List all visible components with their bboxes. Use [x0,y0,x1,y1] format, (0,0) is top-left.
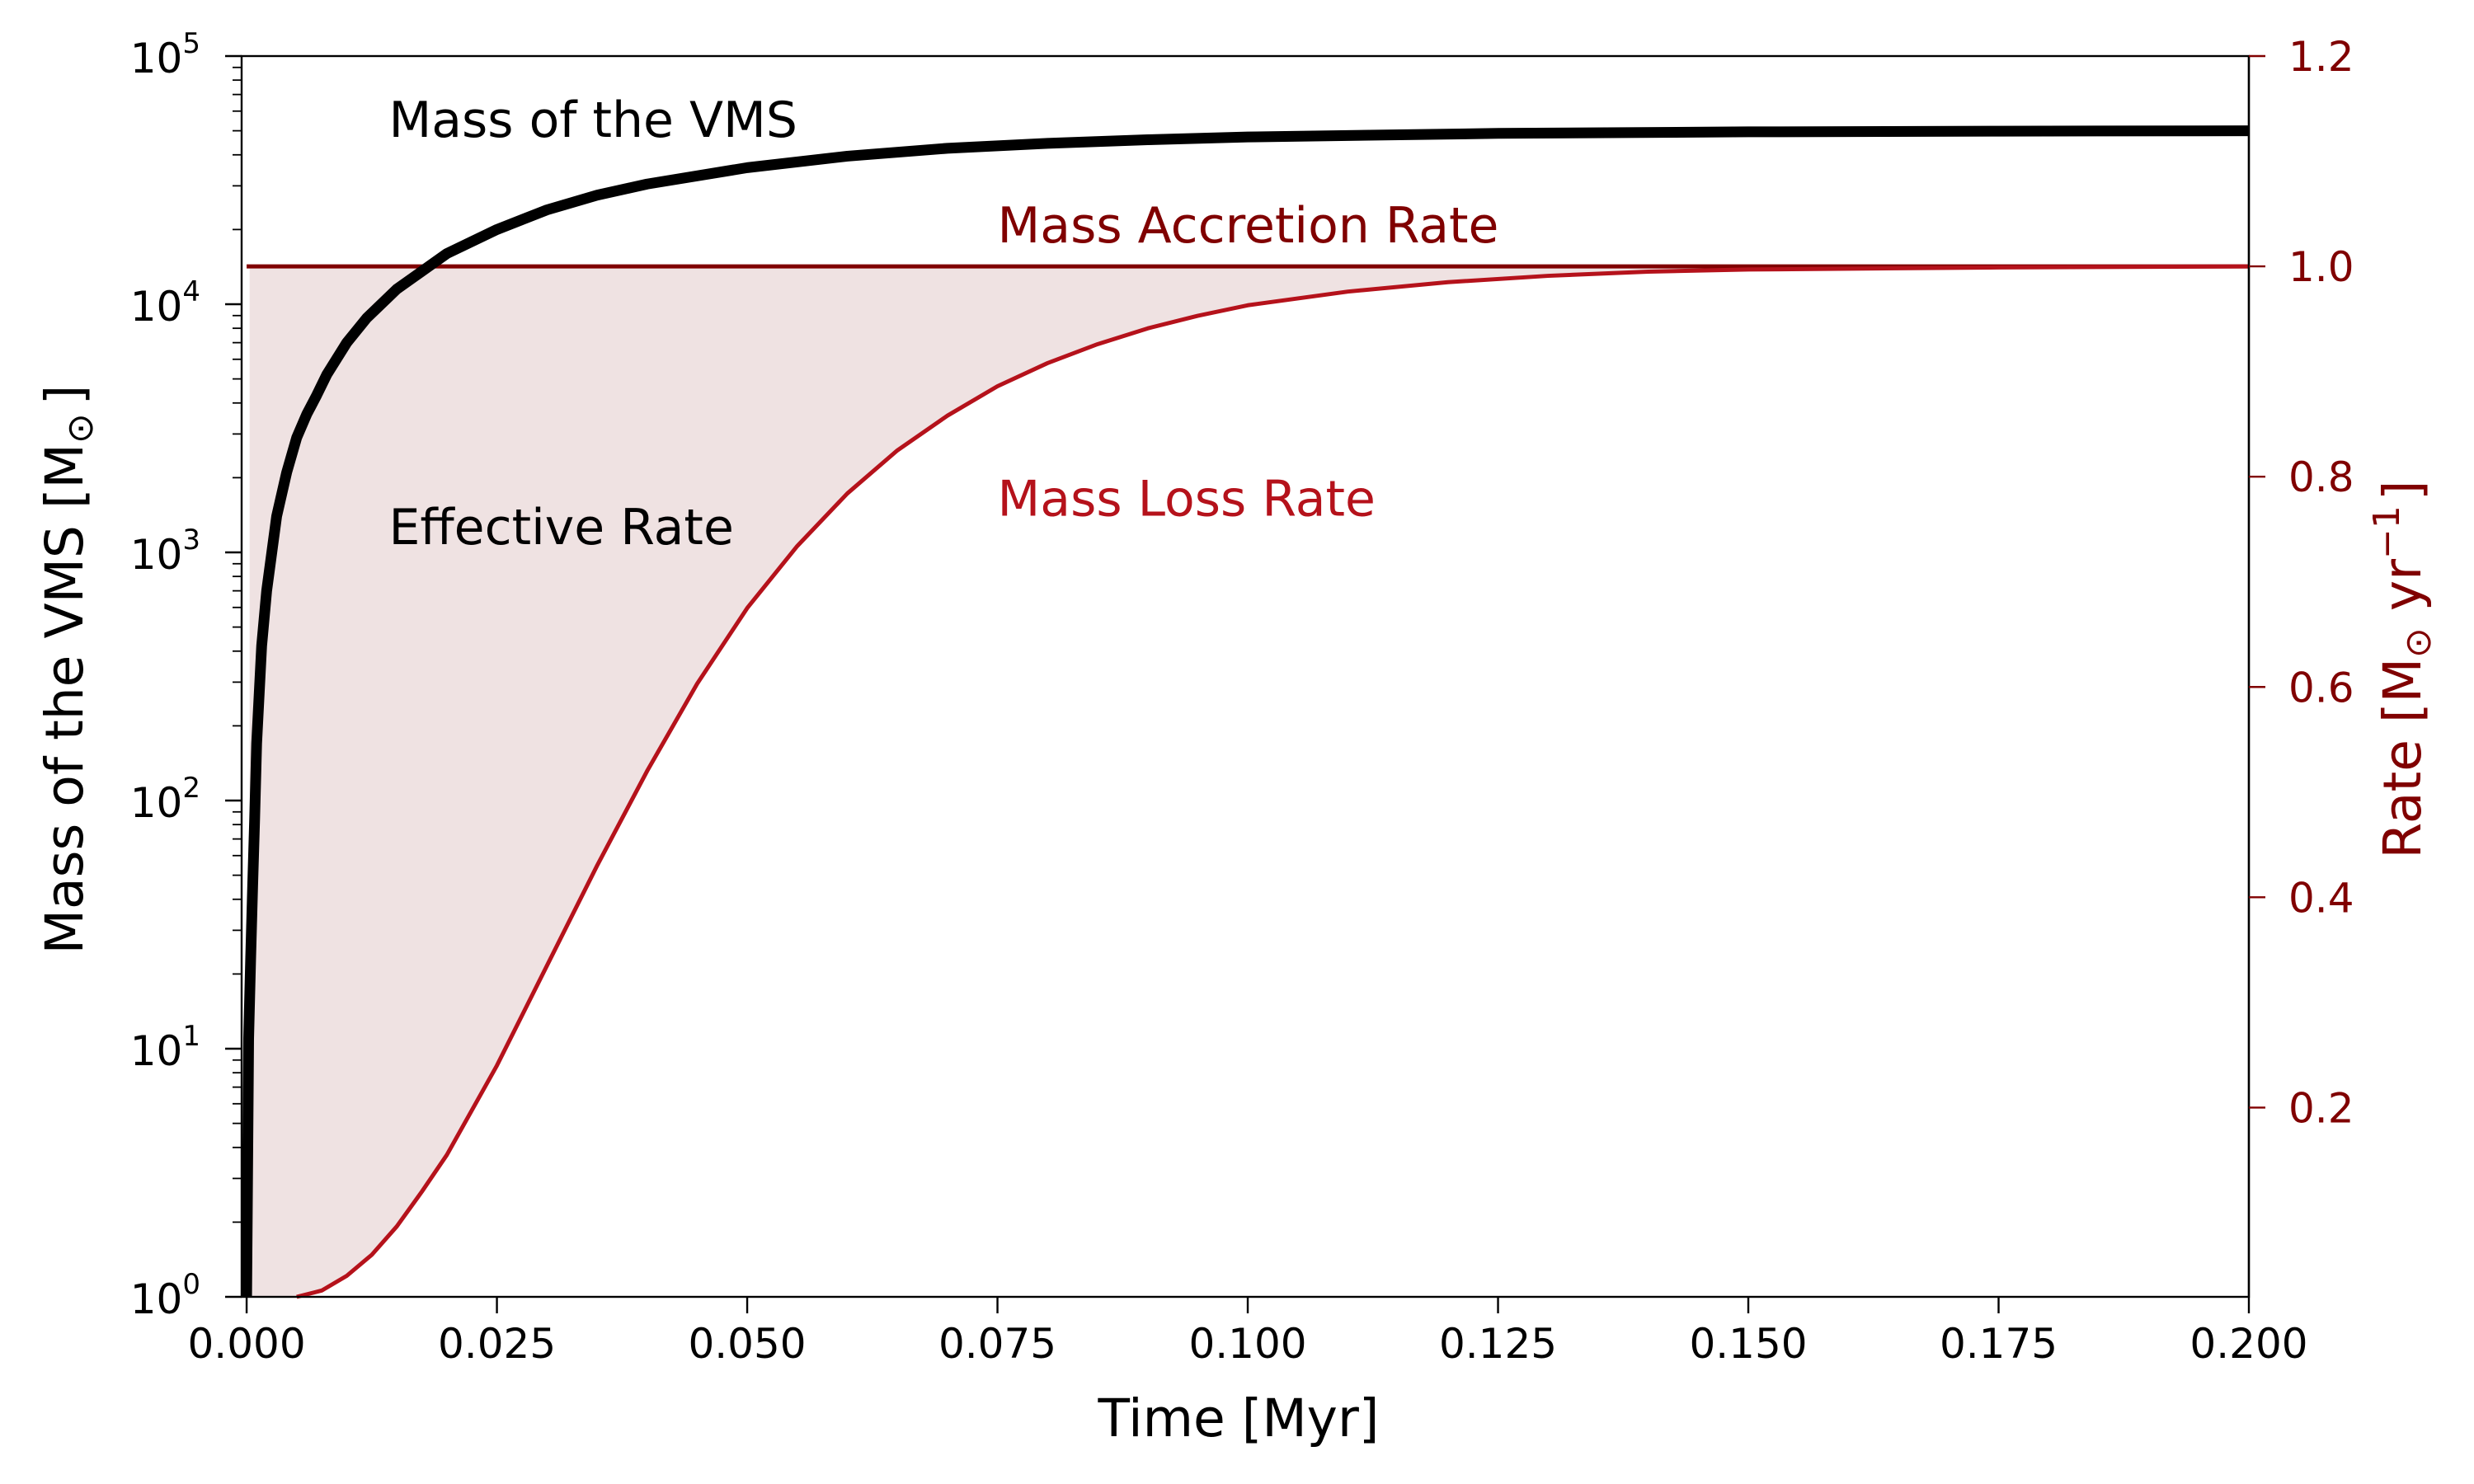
annotation-label: Mass Loss Rate [998,470,1376,528]
left-y-axis-label: Mass of the VMS [M⊙] [35,385,101,955]
effective-rate-fill [249,266,2250,1298]
x-tick-label: 0.150 [1689,1320,1807,1368]
mass-of-the-vms-line [241,125,2250,1298]
right-y-label-sun-symbol: ⊙ [2397,627,2439,658]
left-y-tick-label: 104 [130,275,200,331]
left-y-label-main: Mass of the VMS [M [35,444,95,954]
right-y-tick-label: 1.2 [2288,33,2354,81]
left-y-tick-label: 100 [130,1268,200,1323]
x-tick-label: 0.025 [438,1320,556,1368]
x-tick-label: 0.175 [1940,1320,2058,1368]
annotation-label: Effective Rate [388,499,733,556]
x-axis: 0.000 0.025 0.050 0.075 0.100 0.125 0.150 0.175… [187,1297,2308,1368]
x-tick-label: 0.000 [187,1320,305,1368]
right-y-axis-label: Rate [M⊙ yr−1] [2366,481,2439,859]
left-y-label-sun-symbol: ⊙ [59,413,101,444]
right-y-label-main: Rate [M [2373,658,2433,858]
effective-rate-fill-layer [249,266,2250,1298]
left-y-tick-label: 102 [130,772,200,827]
right-y-tick-label: 1.0 [2288,243,2354,291]
left-y-label-end: ] [35,385,95,406]
left-y-axis: 100 101 102 103 104 105 [130,27,242,1323]
right-y-label-end: ] [2373,481,2433,501]
right-y-tick-label: 0.2 [2288,1084,2354,1132]
right-y-label-unit: yr [2373,559,2433,627]
x-tick-label: 0.200 [2189,1320,2307,1368]
x-tick-label: 0.075 [938,1320,1056,1368]
right-y-axis: 0.2 0.4 0.6 0.8 1.0 1.2 [2247,33,2354,1297]
right-y-tick-label: 0.6 [2288,664,2354,711]
series-layer [241,125,2250,1299]
annotation-layer: Mass of the VMS Mass Accretion Rate Mass L… [388,92,1498,556]
right-y-tick-label: 0.8 [2288,453,2354,501]
left-y-tick-label: 103 [130,524,200,579]
right-y-tick-label: 0.4 [2288,874,2354,922]
left-y-tick-label: 101 [130,1020,200,1075]
x-tick-label: 0.125 [1439,1320,1557,1368]
left-y-tick-label: 105 [130,27,200,82]
mass-loss-rate-line [296,264,2250,1299]
annotation-label: Mass Accretion Rate [998,197,1499,255]
right-y-label-exponent: −1 [2366,505,2408,559]
x-tick-label: 0.100 [1188,1320,1306,1368]
x-axis-label: Time [Myr] [1098,1388,1380,1449]
x-tick-label: 0.050 [688,1320,806,1368]
annotation-label: Mass of the VMS [388,92,797,149]
